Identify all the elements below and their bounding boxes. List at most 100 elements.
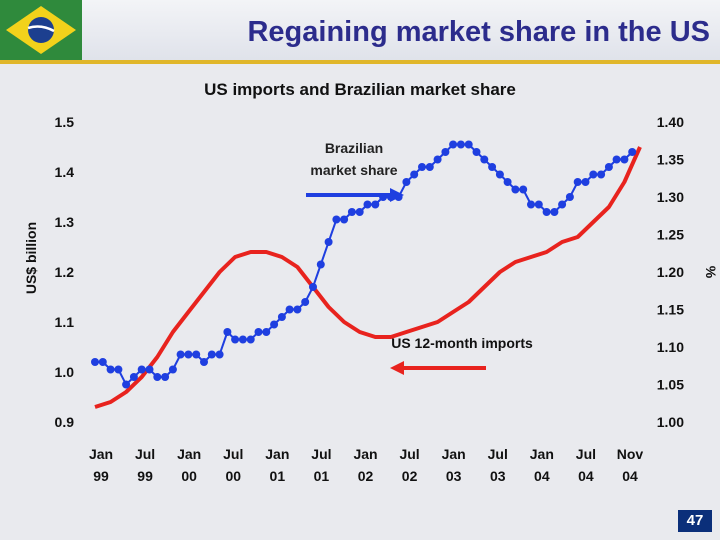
imports-annotation: US 12-month imports xyxy=(391,335,533,351)
right-tick-label: 1.05 xyxy=(657,377,684,393)
x-tick-label: Jul xyxy=(135,446,155,462)
market-share-point xyxy=(301,298,310,306)
market-share-point xyxy=(192,350,201,359)
imports-arrow xyxy=(390,361,486,375)
x-tick-label: 99 xyxy=(137,468,153,484)
market-share-point xyxy=(176,350,185,359)
chart-series xyxy=(91,140,642,409)
market-share-point xyxy=(402,178,411,186)
market-share-point xyxy=(309,283,317,291)
x-tick-label: 04 xyxy=(534,468,550,484)
market-share-point xyxy=(332,215,341,224)
market-share-point xyxy=(277,313,286,321)
header-divider xyxy=(0,60,720,64)
x-tick-label: Jul xyxy=(399,446,419,462)
x-tick-label: 04 xyxy=(622,468,638,484)
market-share-point xyxy=(604,163,613,171)
left-tick-label: 1.4 xyxy=(55,164,75,180)
right-axis-title: % xyxy=(703,266,719,279)
share-annotation-line1: Brazilian xyxy=(325,140,383,156)
x-tick-label: Jan xyxy=(442,446,466,462)
right-y-axis-ticks: 1.40 1.35 1.30 1.25 1.20 1.15 1.10 1.05 1.00 xyxy=(657,114,684,430)
market-share-point xyxy=(184,350,193,359)
market-share-point xyxy=(589,170,598,179)
market-share-point xyxy=(200,358,208,366)
market-share-point xyxy=(542,208,551,216)
left-y-axis-ticks: 1.5 1.4 1.3 1.2 1.1 1.0 0.9 xyxy=(55,114,75,430)
x-tick-label: 02 xyxy=(402,468,418,484)
slide-title: Regaining market share in the US xyxy=(247,16,710,48)
market-share-point xyxy=(215,350,224,359)
x-tick-label: Jan xyxy=(530,446,554,462)
market-share-point xyxy=(449,140,458,149)
market-share-point xyxy=(488,163,497,171)
market-share-point xyxy=(355,208,364,216)
x-tick-label: Jul xyxy=(576,446,596,462)
market-share-point xyxy=(340,215,349,224)
market-share-point xyxy=(347,208,356,216)
right-tick-label: 1.25 xyxy=(657,227,684,243)
market-share-point xyxy=(472,148,481,156)
market-share-line xyxy=(95,143,633,386)
x-tick-label: 02 xyxy=(358,468,374,484)
x-axis-ticks: Jan 99 Jul 99 Jan 00 Jul 00 Jan 01 Jul 01 Jan 02 Jul 02… xyxy=(89,446,643,484)
right-tick-label: 1.20 xyxy=(657,264,684,280)
left-tick-label: 1.1 xyxy=(55,314,75,330)
x-tick-label: 01 xyxy=(270,468,286,484)
right-tick-label: 1.30 xyxy=(657,189,684,205)
market-share-point xyxy=(581,178,590,186)
market-share-point xyxy=(425,163,434,171)
market-share-point xyxy=(285,305,294,314)
market-share-point xyxy=(410,170,419,179)
market-share-point xyxy=(433,155,442,164)
market-share-point xyxy=(558,200,567,209)
page-number-badge: 47 xyxy=(678,510,712,532)
market-share-point xyxy=(519,185,528,194)
left-tick-label: 1.3 xyxy=(55,214,75,230)
right-tick-label: 1.15 xyxy=(657,302,684,318)
market-share-point xyxy=(612,155,621,164)
market-share-point xyxy=(114,365,123,374)
x-tick-label: 00 xyxy=(225,468,241,484)
x-tick-label: Nov xyxy=(617,446,644,462)
x-tick-label: Jan xyxy=(89,446,113,462)
x-tick-label: 03 xyxy=(490,468,506,484)
market-share-point xyxy=(145,365,154,374)
x-tick-label: 00 xyxy=(181,468,197,484)
market-share-point xyxy=(565,193,574,201)
right-tick-label: 1.10 xyxy=(657,339,684,355)
market-share-point xyxy=(371,200,380,209)
market-share-point xyxy=(293,305,302,314)
market-share-point xyxy=(527,200,535,209)
market-share-point xyxy=(464,140,473,149)
market-share-point xyxy=(316,260,325,269)
market-share-point xyxy=(122,380,131,389)
x-tick-label: Jul xyxy=(223,446,243,462)
market-share-point xyxy=(495,170,504,179)
left-tick-label: 1.5 xyxy=(55,114,75,130)
market-share-point xyxy=(254,328,263,336)
market-share-point xyxy=(262,328,271,336)
slide-header: Regaining market share in the US xyxy=(0,0,720,62)
x-tick-label: 04 xyxy=(578,468,594,484)
market-share-point xyxy=(223,328,232,336)
market-share-point xyxy=(91,358,99,366)
right-tick-label: 1.00 xyxy=(657,414,684,430)
x-tick-label: Jan xyxy=(177,446,201,462)
x-tick-label: Jul xyxy=(488,446,508,462)
left-tick-label: 0.9 xyxy=(55,414,75,430)
x-tick-label: 99 xyxy=(93,468,109,484)
market-share-point xyxy=(573,178,582,186)
chart-title: US imports and Brazilian market share xyxy=(204,80,516,99)
market-share-point xyxy=(620,155,629,164)
market-share-point xyxy=(238,335,247,344)
market-share-point xyxy=(418,163,426,171)
market-share-point xyxy=(168,365,177,374)
x-tick-label: Jul xyxy=(311,446,331,462)
left-axis-title: US$ billion xyxy=(23,222,39,294)
market-share-point xyxy=(270,320,279,329)
right-tick-label: 1.35 xyxy=(657,152,684,168)
market-share-point xyxy=(207,350,216,359)
market-share-point xyxy=(161,373,170,381)
